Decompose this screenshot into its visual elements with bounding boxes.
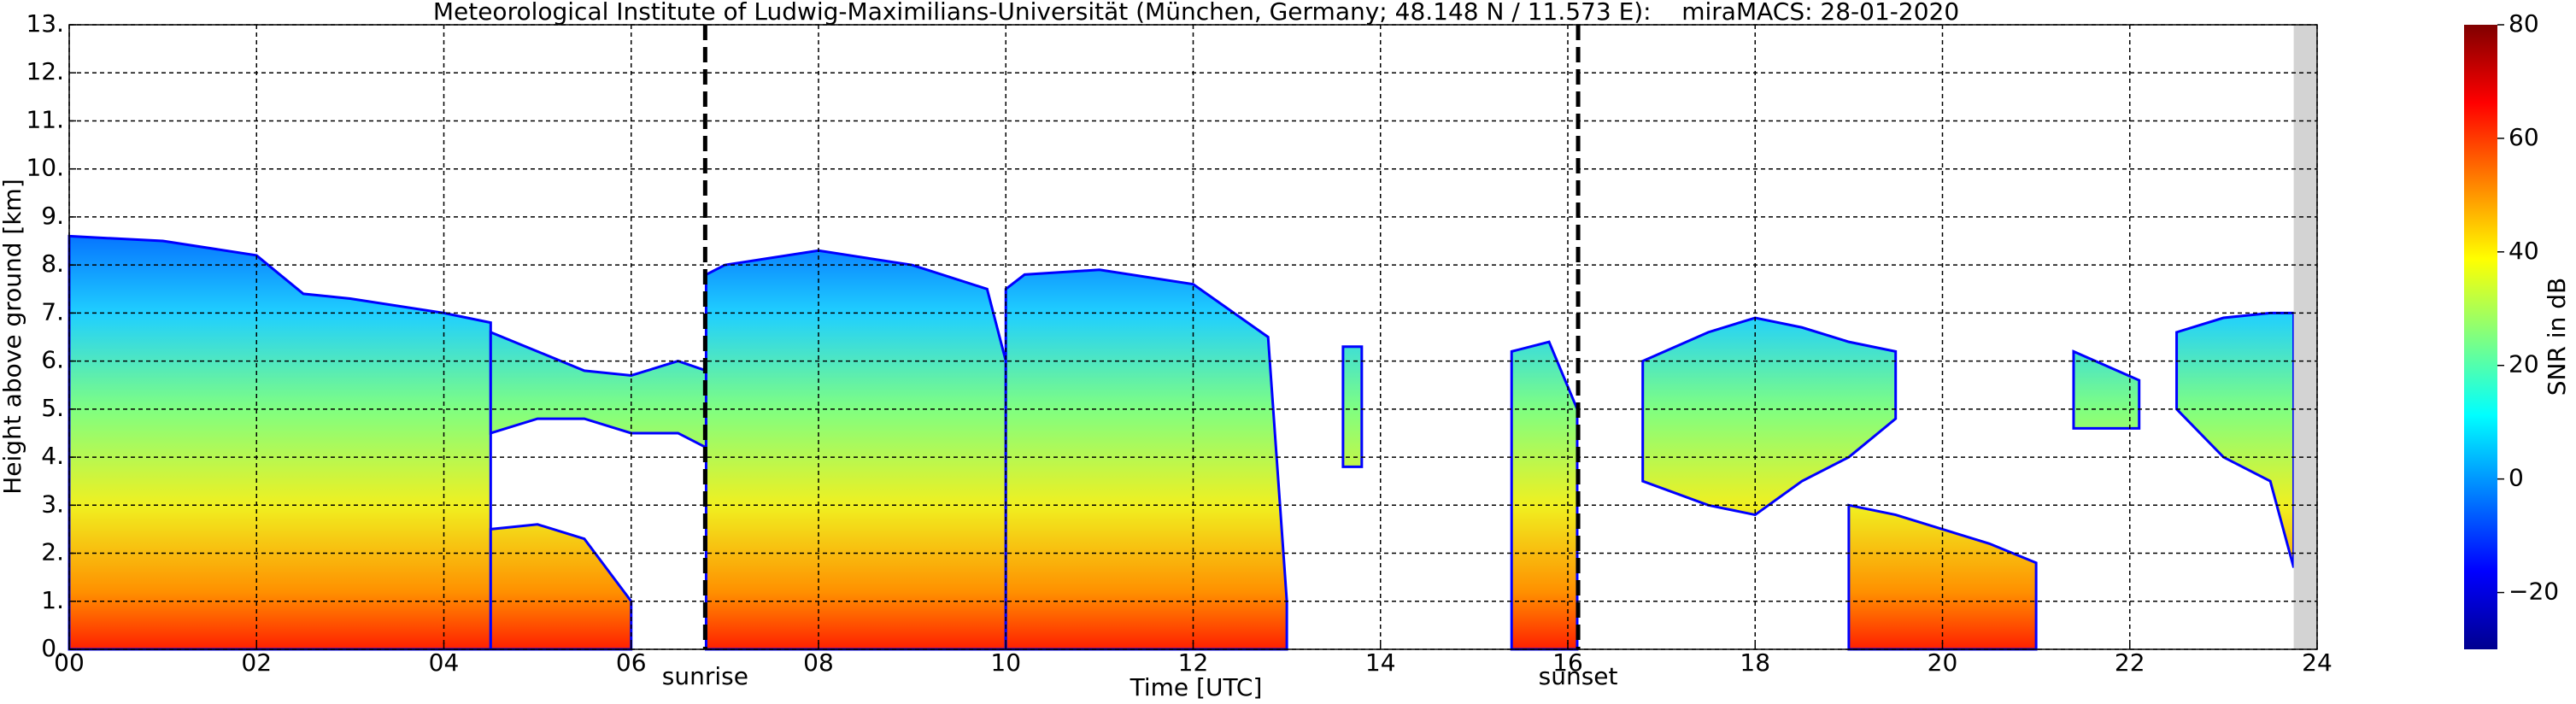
x-tick-label: 14 [1365,648,1396,677]
x-tick-label: 20 [1928,648,1958,677]
colorbar-tick-label: 60 [2509,123,2539,151]
y-tick-label: 8. [41,249,64,278]
x-tick-label: 06 [616,648,647,677]
colorbar-tick-label: 80 [2509,9,2539,38]
radar-echo [489,523,633,651]
x-tick-label: 04 [429,648,460,677]
colorbar [2464,25,2497,649]
radar-echo [489,330,707,450]
annotation-label: sunset [1539,662,1618,690]
radar-echo [704,249,1007,651]
x-tick-label: 18 [1740,648,1770,677]
x-tick-label: 24 [2302,648,2332,677]
colorbar-tick-label: −20 [2509,578,2559,606]
y-tick-label: 0. [41,634,64,662]
y-tick-label: 7. [41,297,64,326]
y-tick-label: 2. [41,538,64,566]
x-tick-label: 10 [990,648,1021,677]
x-tick-label: 16 [1552,648,1583,677]
x-tick-label: 08 [803,648,834,677]
x-axis-label: Time [UTC] [1130,673,1263,701]
y-tick-label: 3. [41,490,64,518]
y-tick-label: 5. [41,394,64,422]
radar-echo [1004,268,1288,651]
x-tick-label: 12 [1178,648,1209,677]
y-tick-label: 1. [41,586,64,614]
radar-echo [67,234,492,651]
radar-echo [1641,316,1898,517]
y-tick-label: 12. [26,57,64,85]
colorbar-tick-label: 20 [2509,350,2539,378]
y-tick-label: 13. [26,9,64,38]
colorbar-tick-label: 40 [2509,237,2539,265]
x-tick-label: 02 [241,648,272,677]
radar-echo [1341,345,1364,468]
y-tick-label: 10. [26,154,64,182]
y-tick-label: 6. [41,346,64,374]
y-tick-label: 4. [41,442,64,470]
annotation-label: sunrise [662,662,748,690]
plot-frame [68,24,2318,650]
y-axis-label: Height above ground [km] [0,179,26,495]
colorbar-label: SNR in dB [2543,278,2571,396]
y-tick-label: 11. [26,105,64,133]
missing-data [2293,25,2317,649]
x-tick-label: 22 [2115,648,2145,677]
radar-echo [2175,311,2296,568]
colorbar-tick-label: 0 [2509,464,2524,492]
x-tick-label: 00 [54,648,85,677]
chart-title: Meteorological Institute of Ludwig-Maxim… [433,0,1959,26]
y-tick-label: 9. [41,202,64,230]
